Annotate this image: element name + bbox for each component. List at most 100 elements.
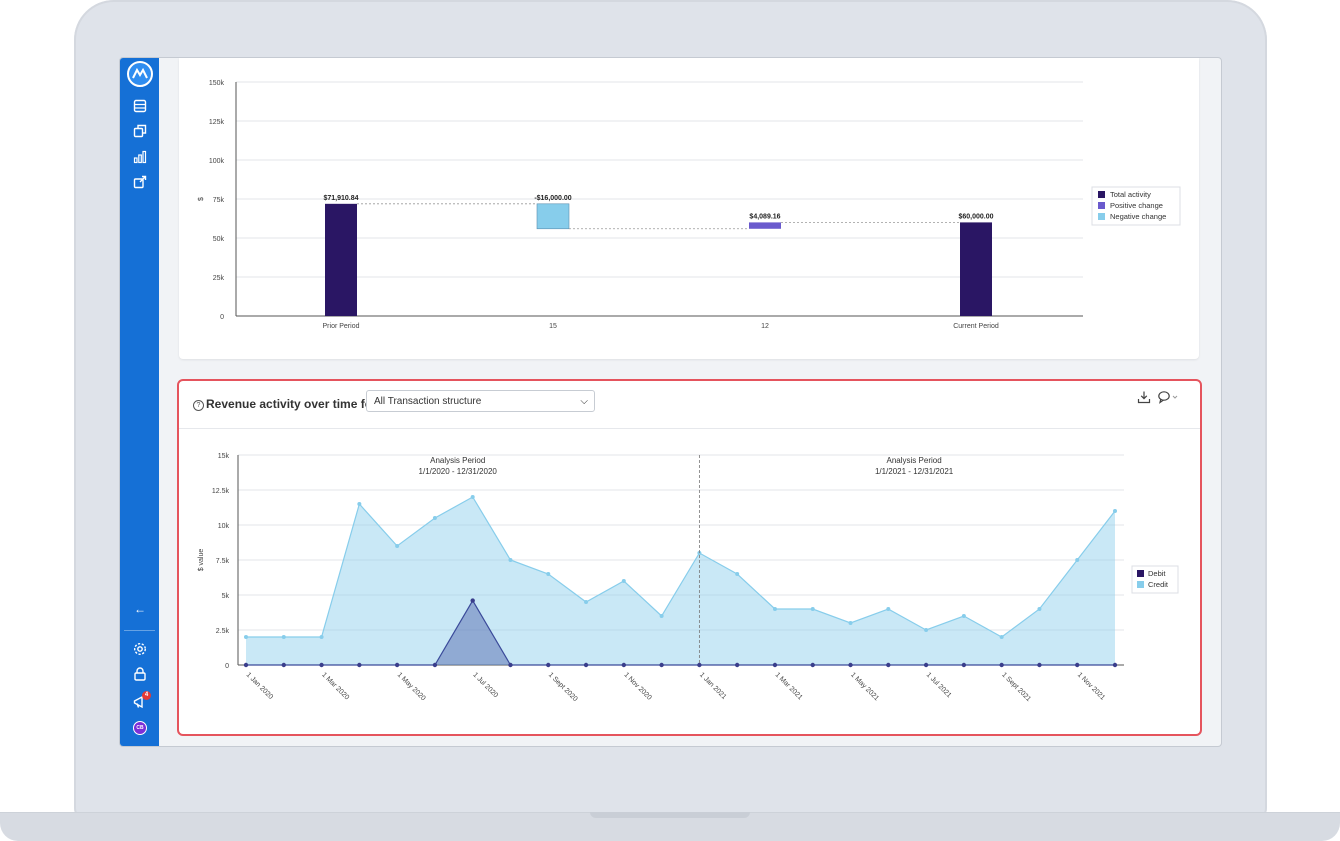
debit-point: [999, 662, 1004, 668]
waterfall-chart: 0 25k 50k 75k 100k 125k 150k $ $71,910.84 Prior P…: [198, 80, 1181, 330]
debit-point: [394, 662, 400, 668]
waterfall-bar: [536, 203, 570, 230]
x-tick-label: 1 Sept 2020: [547, 671, 579, 703]
x-tick-label: 1 Jan 2021: [698, 671, 728, 701]
debit-point: [697, 662, 702, 668]
y-tick-label: 100k: [209, 158, 225, 165]
credit-point: [357, 502, 362, 506]
debit-point: [621, 662, 627, 668]
credit-point: [1113, 509, 1117, 513]
sidebar-divider: [124, 630, 155, 631]
notification-badge: 4: [142, 691, 151, 700]
legend-box: [1091, 186, 1181, 226]
y-axis-label: $ value: [198, 549, 205, 572]
avatar[interactable]: CB: [133, 721, 147, 735]
credit-point: [999, 635, 1004, 639]
bar-data-label: $71,910.84: [323, 195, 358, 202]
table-icon[interactable]: [132, 98, 148, 114]
legend-swatch: [1137, 570, 1144, 577]
credit-point: [584, 600, 589, 604]
y-tick-label: 25k: [213, 275, 225, 282]
y-tick-label: 15k: [218, 453, 230, 460]
credit-point: [1075, 558, 1080, 562]
legend-swatch: [1098, 202, 1105, 209]
debit-point: [470, 598, 475, 603]
debit-point: [848, 662, 853, 668]
logo-icon[interactable]: [127, 61, 153, 87]
x-tick-label: 1 Jul 2021: [925, 671, 953, 699]
x-tick-label: 1 Sept 2021: [1000, 671, 1032, 703]
x-tick-label: 1 Jan 2020: [245, 671, 275, 701]
debit-point: [961, 662, 967, 668]
debit-point: [1112, 662, 1118, 668]
x-tick-label: 1 Mar 2021: [774, 671, 804, 701]
download-icon[interactable]: [1137, 390, 1151, 404]
x-tick-label: 12: [761, 323, 769, 330]
megaphone-icon[interactable]: [132, 694, 148, 710]
y-tick-label: 0: [220, 314, 224, 321]
legend-box: [1131, 565, 1179, 594]
x-tick-label: 1 Nov 2021: [1076, 671, 1106, 701]
y-axis-label: $: [198, 197, 205, 201]
bar-data-label: -$16,000.00: [534, 195, 571, 202]
credit-point: [735, 572, 740, 576]
x-tick-label: 15: [549, 323, 557, 330]
legend-swatch: [1137, 581, 1144, 588]
credit-point: [848, 621, 853, 625]
period-title: Analysis Period: [887, 456, 942, 465]
debit-point: [319, 662, 324, 668]
question-circle-icon[interactable]: ?: [193, 400, 204, 411]
select-value: All Transaction structure: [374, 396, 482, 407]
credit-point: [659, 614, 664, 618]
revenue-activity-card: ? Revenue activity over time for All Tra…: [177, 379, 1202, 736]
credit-point: [546, 572, 551, 576]
debit-point: [734, 662, 740, 668]
debit-point: [281, 662, 286, 668]
x-tick-label: Prior Period: [323, 323, 360, 330]
credit-point: [961, 614, 966, 618]
collapse-arrow-icon[interactable]: ←: [134, 602, 146, 616]
revenue-area-chart: 0 2.5k 5k 7.5k 10k 12.5k 15k $ value Analysis Pe…: [198, 453, 1179, 703]
period-title: Analysis Period: [430, 456, 485, 465]
debit-point: [923, 662, 929, 668]
lock-icon[interactable]: [132, 666, 148, 682]
y-tick-label: 2.5k: [216, 628, 230, 635]
legend-label: Negative change: [1110, 212, 1166, 221]
credit-area: [246, 497, 1115, 665]
credit-point: [395, 544, 400, 548]
credit-point: [810, 607, 815, 611]
gear-icon[interactable]: [132, 641, 148, 657]
legend-swatch: [1098, 213, 1105, 220]
comment-icon[interactable]: [1157, 390, 1179, 404]
credit-point: [319, 635, 324, 639]
debit-point: [583, 662, 589, 668]
legend-label: Total activity: [1110, 190, 1151, 199]
debit-point: [772, 662, 778, 668]
bar-chart-icon[interactable]: [132, 149, 148, 165]
y-tick-label: 50k: [213, 236, 225, 243]
x-tick-label: 1 Mar 2020: [320, 671, 350, 701]
credit-point: [470, 495, 475, 499]
y-tick-label: 5k: [222, 593, 230, 600]
credit-point: [924, 628, 929, 632]
credit-point: [281, 635, 286, 639]
debit-point: [508, 662, 513, 668]
bar-data-label: $60,000.00: [958, 213, 993, 220]
credit-point: [1037, 607, 1042, 611]
period-range: 1/1/2020 - 12/31/2020: [419, 467, 498, 476]
y-tick-label: 10k: [218, 523, 230, 530]
debit-point: [810, 662, 815, 668]
credit-point: [432, 516, 437, 520]
x-tick-label: 1 May 2021: [849, 671, 880, 702]
x-tick-label: 1 Nov 2020: [622, 671, 652, 701]
card-title: Revenue activity over time for: [206, 397, 377, 411]
debit-point: [886, 662, 891, 668]
export-icon[interactable]: [132, 174, 148, 190]
debit-line: [246, 599, 1115, 666]
debit-point: [659, 662, 664, 668]
y-tick-label: 7.5k: [216, 558, 230, 565]
legend-label: Debit: [1148, 569, 1166, 578]
transaction-structure-select[interactable]: All Transaction structure ⌵: [366, 390, 595, 412]
bar-data-label: $4,089.16: [749, 213, 780, 220]
layers-icon[interactable]: [132, 123, 148, 139]
